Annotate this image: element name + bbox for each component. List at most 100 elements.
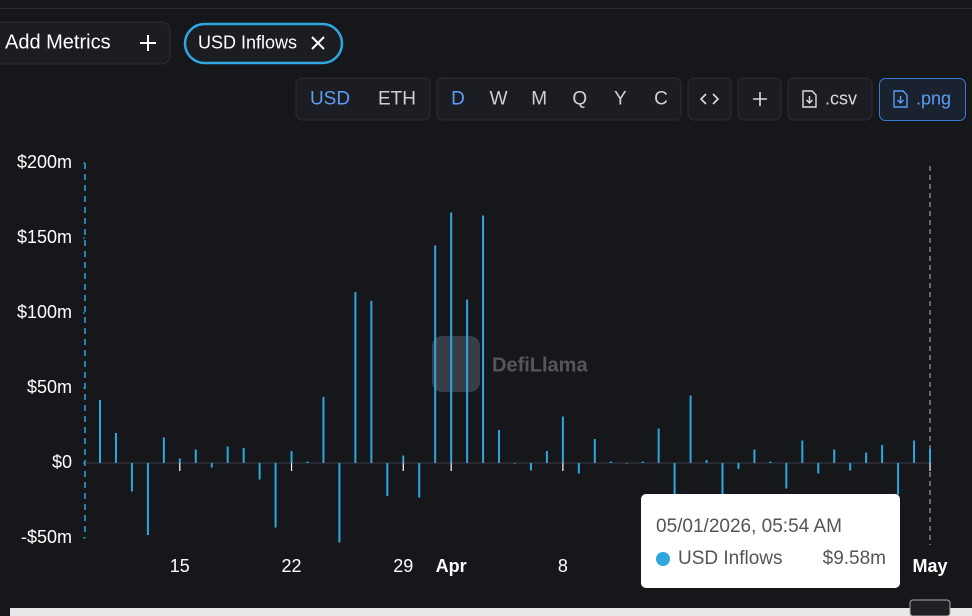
bar — [210, 463, 213, 468]
bar — [290, 451, 293, 463]
bar — [881, 445, 884, 463]
x-tick-label: 15 — [170, 556, 190, 576]
button-box — [687, 77, 732, 121]
plus-icon — [140, 35, 156, 51]
bar — [514, 463, 516, 464]
currency-button[interactable]: USD — [310, 89, 350, 110]
bar — [226, 446, 229, 463]
period-button[interactable]: Y — [614, 89, 627, 110]
button-box — [0, 21, 171, 65]
watermark-logo — [432, 336, 480, 392]
bar — [386, 463, 389, 496]
period-button[interactable]: W — [490, 89, 508, 110]
bar — [737, 463, 740, 469]
bar — [577, 463, 580, 474]
bar — [593, 439, 596, 463]
y-tick-label: $50m — [27, 377, 72, 397]
bar — [545, 451, 548, 463]
period-button[interactable]: M — [531, 89, 547, 110]
bar — [897, 463, 900, 495]
period-button[interactable]: C — [654, 89, 668, 110]
y-tick-label: $150m — [17, 227, 72, 247]
bar — [402, 455, 405, 463]
scrollbar-track — [10, 608, 972, 616]
bar — [482, 215, 485, 463]
legend-dot — [656, 552, 670, 566]
close-icon — [311, 36, 325, 50]
bar — [785, 463, 788, 489]
button-box — [787, 77, 873, 121]
bar — [322, 397, 325, 463]
bar — [929, 448, 931, 463]
bar — [753, 449, 756, 463]
button-label: .csv — [825, 88, 857, 108]
bar — [450, 212, 453, 463]
bar — [657, 428, 660, 463]
bar — [849, 463, 852, 471]
tooltip-series: USD Inflows — [678, 548, 783, 569]
bar — [194, 449, 197, 463]
csv-button[interactable]: .csv — [787, 77, 873, 121]
bar — [130, 463, 133, 492]
tooltip-layer: 05/01/2026, 05:54 AM USD Inflows $9.58m — [641, 494, 900, 588]
png-button[interactable]: .png — [879, 78, 966, 121]
bar — [913, 440, 916, 463]
bar — [561, 416, 564, 463]
bar — [338, 463, 341, 543]
bar — [625, 463, 628, 464]
x-tick-label: 22 — [282, 556, 302, 576]
bar — [258, 463, 261, 480]
bar — [146, 463, 149, 535]
chip-label: USD Inflows — [198, 32, 297, 52]
tooltip-date: 05/01/2026, 05:54 AM — [656, 516, 842, 537]
chip-box — [183, 22, 344, 65]
y-tick-label: $200m — [17, 152, 72, 172]
button-label: Add Metrics — [5, 31, 111, 53]
bar — [354, 292, 357, 463]
period-group — [436, 77, 682, 121]
bar — [529, 463, 532, 471]
bar — [641, 461, 644, 463]
watermark-text: DefiLlama — [492, 354, 588, 376]
bar — [801, 440, 804, 463]
bar — [609, 461, 612, 463]
bar — [242, 448, 245, 463]
x-tick-label: 8 — [558, 556, 568, 576]
period-button[interactable]: Q — [572, 89, 587, 110]
bar — [865, 452, 868, 463]
plus-icon — [753, 92, 767, 106]
embed-button[interactable] — [687, 77, 732, 121]
tooltip-value: $9.58m — [823, 548, 886, 569]
currency-button[interactable]: ETH — [378, 89, 416, 110]
button-label: .png — [916, 88, 951, 108]
bar — [721, 463, 724, 495]
bar — [99, 400, 101, 463]
scroll-handle[interactable] — [909, 599, 951, 616]
x-tick-label: 29 — [393, 556, 413, 576]
bar — [689, 395, 692, 463]
metric-chip[interactable]: USD Inflows — [183, 22, 344, 65]
bar — [673, 463, 676, 495]
button-box — [879, 78, 966, 121]
period-button[interactable]: D — [451, 89, 465, 110]
code-icon — [699, 93, 720, 105]
file-icon — [802, 90, 817, 108]
bar — [178, 458, 181, 463]
bar — [817, 463, 820, 474]
chart: -$50m $0 $50m $100m $150m $200m 15 22 29 Apr 8 May — [17, 152, 948, 576]
bar — [769, 461, 772, 463]
bar — [833, 449, 836, 463]
bar — [434, 245, 437, 463]
add-metrics-button[interactable]: Add Metrics — [0, 21, 171, 65]
bar — [162, 437, 165, 463]
y-tick-label: -$50m — [21, 527, 72, 547]
toolbar: .csv .png USD ETH D W M Q Y C — [295, 77, 966, 121]
y-tick-label: $100m — [17, 302, 72, 322]
add-button[interactable] — [737, 77, 782, 121]
currency-group — [295, 77, 431, 121]
bar — [370, 301, 373, 463]
bar — [114, 433, 117, 463]
bar — [306, 461, 309, 463]
tooltip-box — [641, 494, 900, 588]
